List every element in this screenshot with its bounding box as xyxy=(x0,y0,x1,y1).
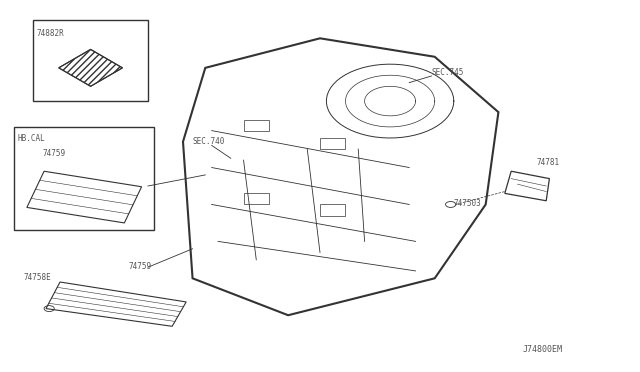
Text: 74781: 74781 xyxy=(537,158,560,167)
Text: J74800EM: J74800EM xyxy=(522,345,562,354)
Text: SEC.740: SEC.740 xyxy=(193,137,225,145)
Text: 747503: 747503 xyxy=(454,199,481,208)
Bar xyxy=(14,127,154,230)
Bar xyxy=(33,20,148,101)
Polygon shape xyxy=(59,49,122,86)
Text: SEC.745: SEC.745 xyxy=(431,68,464,77)
Text: HB.CAL: HB.CAL xyxy=(17,134,45,143)
Text: 74759: 74759 xyxy=(43,149,66,158)
Text: 74882R: 74882R xyxy=(36,29,64,38)
Text: 74758E: 74758E xyxy=(24,273,51,282)
Text: 74759: 74759 xyxy=(129,262,152,271)
